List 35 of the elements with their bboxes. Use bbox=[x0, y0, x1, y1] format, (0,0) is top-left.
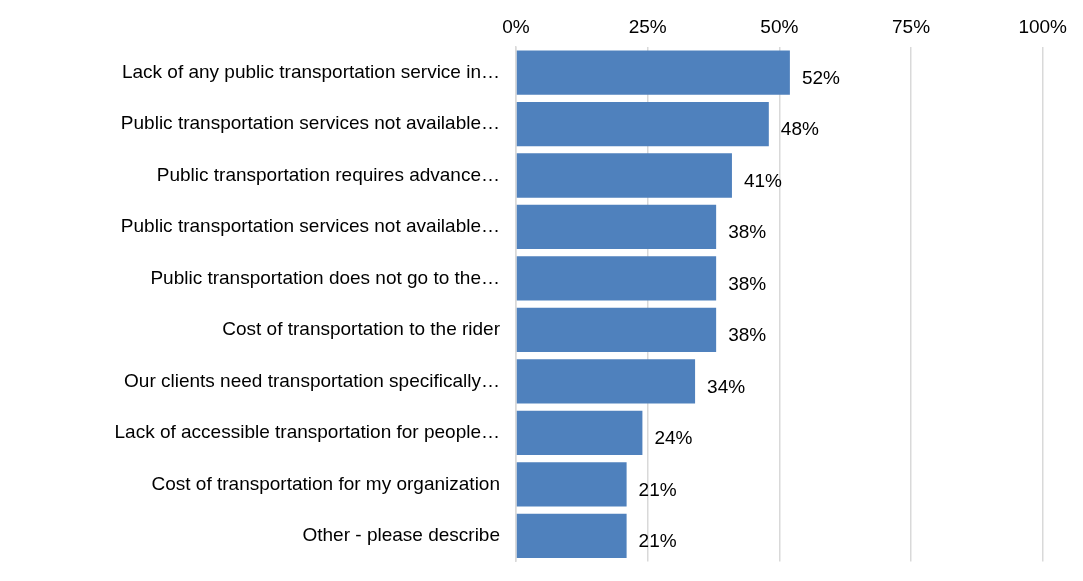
y-tick-label: Our clients need transportation specifically… bbox=[124, 369, 500, 391]
data-label: 48% bbox=[780, 118, 819, 140]
data-label: 41% bbox=[743, 169, 783, 191]
data-label: 38% bbox=[728, 221, 767, 243]
data-label: 24% bbox=[654, 427, 693, 449]
y-tick-label: Public transportation does not go to the… bbox=[150, 266, 500, 288]
x-tick-label: 25% bbox=[628, 15, 667, 37]
bar bbox=[516, 359, 696, 404]
bar bbox=[516, 50, 790, 95]
bar bbox=[516, 256, 717, 301]
x-tick-label: 0% bbox=[502, 15, 530, 37]
data-label: 52% bbox=[801, 66, 841, 88]
y-tick-label: Cost of transportation to the rider bbox=[222, 318, 501, 340]
data-label: 21% bbox=[638, 478, 677, 500]
bar bbox=[516, 153, 732, 198]
bar bbox=[516, 410, 643, 456]
y-tick-label: Cost of transportation for my organization bbox=[151, 472, 500, 494]
bar bbox=[516, 204, 717, 250]
y-tick-label: Public transportation services not available… bbox=[120, 215, 500, 237]
y-tick-label: Lack of accessible transportation for people… bbox=[114, 421, 500, 443]
x-tick-label: 75% bbox=[892, 15, 931, 37]
bar bbox=[516, 462, 627, 507]
data-label: 38% bbox=[728, 324, 767, 346]
x-tick-label: 50% bbox=[760, 15, 799, 37]
y-tick-label: Public transportation requires advance… bbox=[156, 163, 500, 185]
x-tick-label: 100% bbox=[1018, 15, 1068, 37]
data-label: 34% bbox=[707, 375, 746, 397]
bar bbox=[516, 307, 717, 353]
y-tick-label: Public transportation services not available… bbox=[120, 112, 500, 134]
data-label: 38% bbox=[728, 272, 767, 294]
y-tick-label: Lack of any public transportation service in… bbox=[121, 60, 500, 82]
bar bbox=[516, 101, 769, 147]
y-tick-label: Other - please describe bbox=[302, 524, 500, 546]
bar bbox=[516, 513, 627, 558]
data-label: 21% bbox=[638, 530, 677, 552]
